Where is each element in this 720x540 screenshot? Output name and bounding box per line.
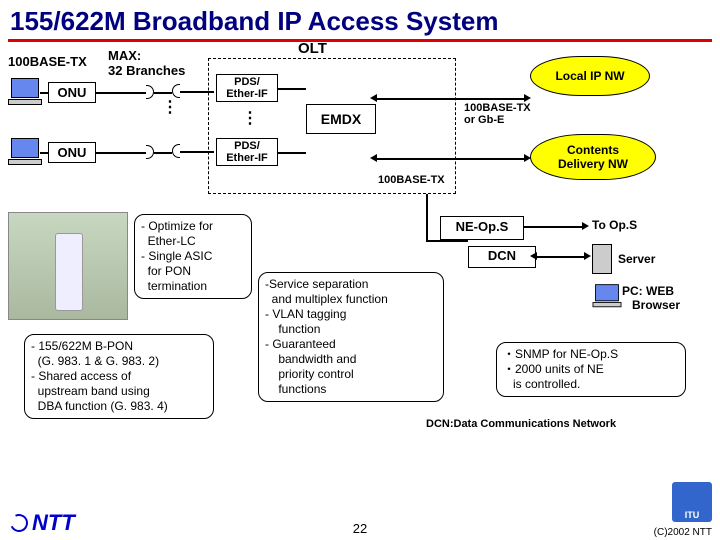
box-service: -Service separation and multiplex functi… [258, 272, 444, 402]
box-etherlc: - Optimize for Ether-LC - Single ASIC fo… [134, 214, 252, 299]
arrow-head [370, 94, 377, 102]
splitter-icon [172, 144, 180, 158]
line [426, 240, 468, 242]
ntt-text: NTT [32, 510, 75, 536]
arrow-head [582, 222, 589, 230]
line [524, 226, 584, 228]
server-icon [592, 244, 612, 274]
label-100base-tx-mid: 100BASE-TX [378, 174, 445, 186]
label-to-ops: To Op.S [592, 218, 637, 232]
ntt-ring-icon [7, 511, 30, 534]
line [536, 256, 586, 258]
arrow-head [530, 252, 537, 260]
line [376, 98, 526, 100]
pc-icon [8, 78, 42, 108]
dcn-box: DCN [468, 246, 536, 268]
line [278, 88, 306, 90]
pc-icon [8, 138, 42, 168]
label-pc-web: PC: WEB Browser [622, 284, 680, 312]
onu-box-1: ONU [48, 82, 96, 103]
label-max-branches: MAX: 32 Branches [108, 48, 185, 78]
ntt-logo: NTT [10, 510, 75, 536]
pds-box-2: PDS/ Ether-IF [216, 138, 278, 166]
box-bpon: - 155/622M B-PON (G. 983. 1 & G. 983. 2)… [24, 334, 214, 419]
line [40, 152, 48, 154]
cloud-local-ip: Local IP NW [530, 56, 650, 96]
label-100base-tx-left: 100BASE-TX [8, 54, 87, 69]
line [96, 152, 146, 154]
line [278, 152, 306, 154]
line [96, 92, 146, 94]
label-olt: OLT [298, 40, 327, 57]
line [376, 158, 526, 160]
emdx-box: EMDX [306, 104, 376, 134]
equipment-photo [8, 212, 128, 320]
line [426, 194, 428, 242]
pc-icon [593, 284, 622, 310]
ellipsis: ⋮ [242, 108, 258, 128]
page-title: 155/622M Broadband IP Access System [0, 0, 720, 39]
label-server: Server [618, 252, 655, 266]
line [154, 92, 172, 94]
onu-box-2: ONU [48, 142, 96, 163]
splitter-icon [172, 84, 180, 98]
arrow-head [584, 252, 591, 260]
ellipsis: ⋮ [162, 104, 178, 112]
arrow-head [524, 94, 531, 102]
label-gbe: 100BASE-TX or Gb-E [464, 102, 531, 126]
page-number: 22 [353, 521, 367, 536]
line [154, 152, 172, 154]
diagram-canvas: 100BASE-TX MAX: 32 Branches ONU ONU ⋮ OL… [8, 48, 712, 528]
line [40, 92, 48, 94]
neops-box: NE-Op.S [440, 216, 524, 240]
title-rule [8, 39, 712, 42]
pds-box-1: PDS/ Ether-IF [216, 74, 278, 102]
box-snmp: ・SNMP for NE-Op.S ・2000 units of NE is c… [496, 342, 686, 397]
cloud-contents: Contents Delivery NW [530, 134, 656, 180]
copyright: (C)2002 NTT [654, 527, 712, 538]
itu-logo: ITU [672, 482, 712, 522]
splitter-icon [146, 85, 154, 99]
label-dcn-note: DCN:Data Communications Network [426, 418, 616, 430]
splitter-icon [146, 145, 154, 159]
arrow-head [370, 154, 377, 162]
